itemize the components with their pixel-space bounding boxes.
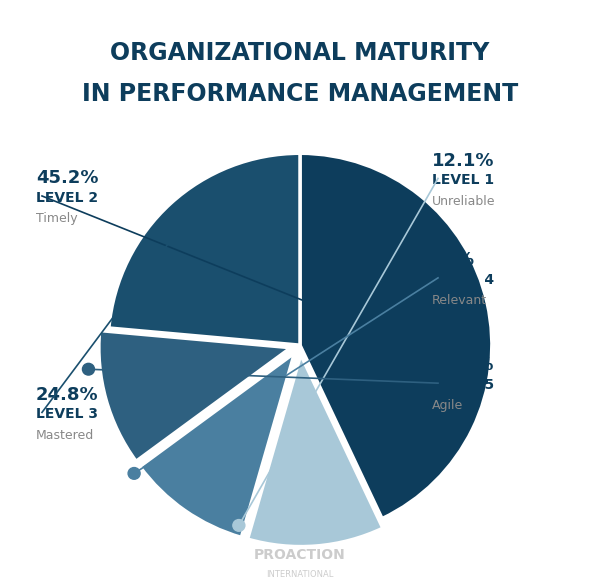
Text: IN PERFORMANCE MANAGEMENT: IN PERFORMANCE MANAGEMENT [82,82,518,106]
Text: Agile: Agile [432,400,463,412]
Text: Mastered: Mastered [36,429,94,442]
Text: LEVEL 2: LEVEL 2 [36,191,98,205]
Text: LEVEL 1: LEVEL 1 [432,173,494,187]
Wedge shape [109,153,300,345]
Text: 11%: 11% [432,251,475,269]
Text: LEVEL 3: LEVEL 3 [36,407,98,421]
Text: Unreliable: Unreliable [432,195,496,208]
Text: LEVEL 5: LEVEL 5 [432,378,494,392]
Wedge shape [300,153,492,518]
Wedge shape [99,331,291,461]
Text: 24.8%: 24.8% [36,386,98,404]
Wedge shape [140,353,295,538]
Text: 12.1%: 12.1% [432,152,494,170]
Wedge shape [248,355,383,546]
Text: Relevant: Relevant [432,294,487,307]
Text: PROACTION: PROACTION [254,548,346,562]
Text: 45.2%: 45.2% [36,169,98,187]
Text: 12.1%: 12.1% [432,356,494,374]
Text: LEVEL 4: LEVEL 4 [432,273,494,287]
Text: ORGANIZATIONAL MATURITY: ORGANIZATIONAL MATURITY [110,41,490,65]
Text: Timely: Timely [36,212,77,225]
Text: INTERNATIONAL: INTERNATIONAL [266,570,334,579]
